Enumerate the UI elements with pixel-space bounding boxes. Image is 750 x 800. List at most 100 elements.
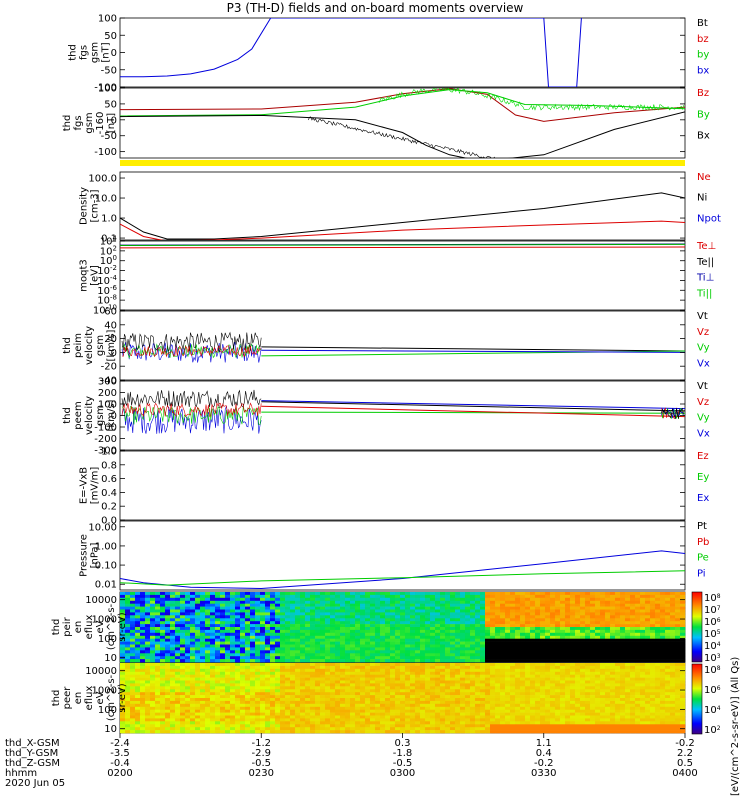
spectro-cell <box>440 635 446 639</box>
spectro-cell <box>580 677 586 681</box>
spectro-cell <box>350 647 356 651</box>
spectro-cell <box>530 638 536 642</box>
spectro-cell <box>370 592 376 596</box>
spectro-cell <box>500 703 506 707</box>
spectro-cell <box>305 703 311 707</box>
spectro-cell <box>170 635 176 639</box>
spectro-cell <box>565 668 571 672</box>
spectro-cell <box>440 695 446 699</box>
spectro-cell <box>345 638 351 642</box>
spectro-cell <box>245 674 251 678</box>
spectro-cell <box>560 677 566 681</box>
spectro-cell <box>440 597 446 601</box>
spectro-cell <box>350 632 356 636</box>
spectro-cell <box>550 603 556 607</box>
spectro-cell <box>305 627 311 631</box>
spectro-cell <box>250 703 256 707</box>
spectro-cell <box>135 712 141 716</box>
spectro-cell <box>540 721 546 725</box>
spectro-cell <box>475 730 481 734</box>
spectro-cell <box>305 659 311 663</box>
spectro-cell <box>660 603 666 607</box>
spectro-cell <box>400 594 406 599</box>
spectro-cell <box>630 650 636 654</box>
spectro-cell <box>675 653 681 657</box>
spectro-cell <box>365 686 371 690</box>
spectro-cell <box>305 656 311 660</box>
spectro-cell <box>400 656 406 660</box>
spectro-cell <box>640 653 646 657</box>
spectro-cell <box>175 724 181 728</box>
spectro-cell <box>445 618 451 622</box>
spectro-cell <box>530 706 536 710</box>
spectro-cell <box>425 721 431 725</box>
spectro-cell <box>560 698 566 702</box>
spectro-cell <box>290 606 296 610</box>
spectro-cell <box>160 644 166 648</box>
spectro-cell <box>590 700 596 705</box>
spectro-cell <box>280 665 286 670</box>
spectro-cell <box>390 663 396 667</box>
spectro-cell <box>315 706 321 710</box>
spectro-cell <box>325 718 331 722</box>
spectro-cell <box>155 712 161 716</box>
spectro-cell <box>350 609 356 613</box>
spectro-cell <box>405 718 411 722</box>
spectro-cell <box>540 615 546 619</box>
spectro-cell <box>170 597 176 601</box>
spectro-cell <box>665 592 671 596</box>
spectro-cell <box>380 632 386 636</box>
spectro-cell <box>280 663 286 667</box>
spectro-cell <box>180 627 186 631</box>
spectro-cell <box>295 663 301 667</box>
spectro-cell <box>620 597 626 601</box>
spectro-cell <box>205 712 211 716</box>
panel-frame-pressure <box>119 520 686 591</box>
spectro-cell <box>455 706 461 710</box>
spectro-cell <box>140 609 146 613</box>
spectro-cell <box>555 671 561 675</box>
spectro-cell <box>375 668 381 672</box>
spectro-cell <box>230 632 236 636</box>
spectro-cell <box>340 606 346 610</box>
spectro-cell <box>575 721 581 725</box>
spectro-cell <box>265 718 271 722</box>
spectro-cell <box>215 629 221 634</box>
spectro-cell <box>465 629 471 634</box>
spectro-cell <box>135 638 141 642</box>
spectro-cell <box>240 647 246 651</box>
spectro-cell <box>475 703 481 707</box>
spectro-cell <box>305 609 311 613</box>
spectro-cell <box>130 592 136 596</box>
spectro-cell <box>370 618 376 622</box>
spectro-cell <box>405 686 411 690</box>
spectro-cell <box>390 600 396 604</box>
spectro-cell <box>155 727 161 731</box>
spectro-cell <box>575 686 581 690</box>
spectro-cell <box>265 592 271 596</box>
spectro-cell <box>675 597 681 601</box>
spectro-cell <box>475 665 481 670</box>
spectro-cell <box>295 712 301 716</box>
spectro-cell <box>625 621 631 625</box>
spectro-cell <box>170 656 176 660</box>
spectro-cell <box>500 656 506 660</box>
spectro-cell <box>560 665 566 670</box>
spectro-cell <box>460 680 466 684</box>
spectro-cell <box>545 721 551 725</box>
spectro-cell <box>170 592 176 596</box>
spectro-cell <box>445 730 451 734</box>
spectro-cell <box>150 641 156 645</box>
spectro-cell <box>390 627 396 631</box>
spectro-cell <box>165 656 171 660</box>
spectro-cell <box>635 624 641 628</box>
spectro-cell <box>235 618 241 622</box>
spectro-cell <box>585 653 591 657</box>
spectro-cell <box>160 615 166 619</box>
spectro-cell <box>640 597 646 601</box>
spectro-cell <box>180 629 186 634</box>
spectro-cell <box>355 606 361 610</box>
spectro-cell <box>320 709 326 713</box>
spectro-cell <box>360 724 366 728</box>
spectro-cell <box>350 715 356 719</box>
